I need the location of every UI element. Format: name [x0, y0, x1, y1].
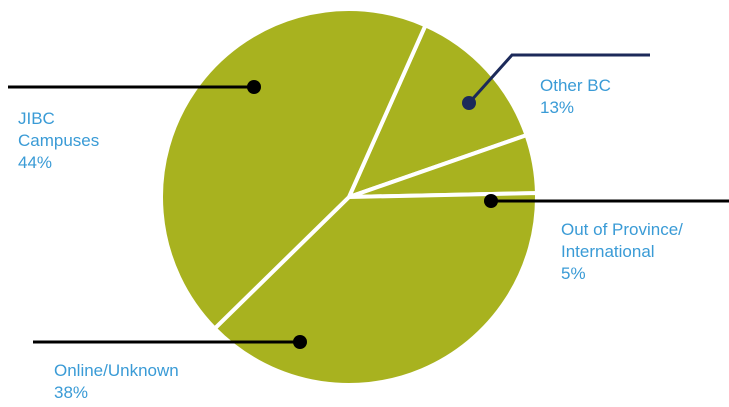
label-other-bc-percent: 13%	[540, 98, 575, 117]
pie-slices	[159, 7, 539, 387]
leader-out-of-province-dot	[484, 194, 498, 208]
label-online-percent: 38%	[54, 383, 89, 402]
slice-jibc-campuses	[159, 7, 428, 331]
slice-other-bc	[347, 23, 529, 199]
label-out-of-province-line-2: International	[561, 242, 655, 261]
label-out-of-province-percent: 5%	[561, 264, 586, 283]
leader-jibc-campuses-dot	[247, 80, 261, 94]
label-jibc-campuses: JIBC Campuses 44%	[18, 108, 99, 174]
label-jibc-line-2: Campuses	[18, 131, 100, 150]
label-other-bc-line-1: Other BC	[540, 76, 611, 95]
leader-other-bc-dot	[462, 96, 476, 110]
label-out-of-province-line-1: Out of Province/	[561, 220, 683, 239]
label-online-unknown: Online/Unknown 38%	[54, 360, 179, 404]
label-jibc-line-1: JIBC	[18, 109, 55, 128]
label-jibc-percent: 44%	[18, 153, 53, 172]
leader-online-unknown-dot	[293, 335, 307, 349]
label-other-bc: Other BC 13%	[540, 75, 611, 119]
leader-other-bc-line	[467, 53, 650, 105]
label-out-of-province: Out of Province/ International 5%	[561, 219, 683, 285]
label-online-line-1: Online/Unknown	[54, 361, 179, 380]
leader-lines	[8, 53, 729, 349]
